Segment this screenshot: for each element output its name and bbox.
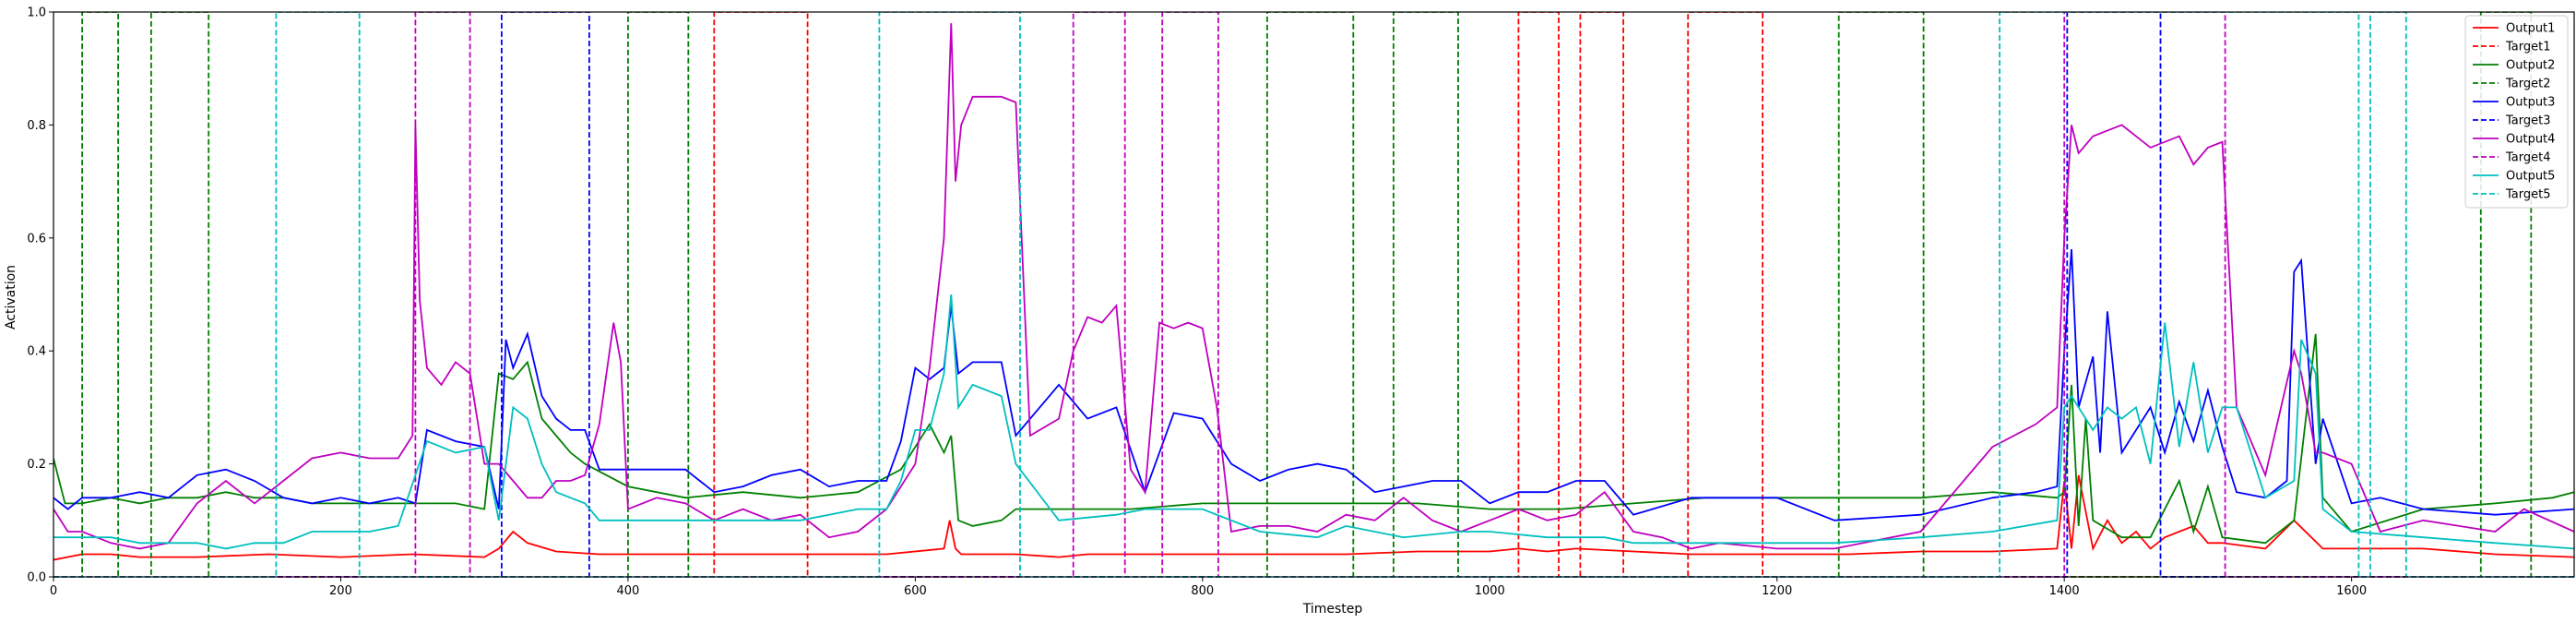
x-tick-label: 0 [50,584,57,598]
x-tick-label: 200 [329,584,352,598]
y-tick-label: 0.4 [27,345,46,359]
legend-label: Target3 [2505,114,2551,128]
legend-label: Output2 [2506,59,2555,73]
legend-label: Output5 [2506,170,2555,184]
y-tick-label: 0.0 [27,571,46,585]
x-tick-label: 1200 [1762,584,1792,598]
legend: Output1 Target1 Output2 Target2 Output3 Targe… [2464,15,2569,209]
y-tick-label: 0.6 [27,232,46,246]
x-tick-label: 800 [1191,584,1214,598]
series-line-output5 [53,294,2575,550]
plot-area [53,11,2575,578]
y-axis-label: Activation [4,265,18,329]
legend-label: Target4 [2505,151,2551,165]
series-line-target1 [53,12,2574,578]
legend-box [2464,15,2569,209]
series-line-target5 [53,12,2574,578]
series-line-target2 [53,12,2574,578]
series-line-target3 [53,12,2574,578]
legend-label: Output1 [2506,22,2555,36]
series-line-output1 [53,474,2575,561]
x-axis-label: Timestep [1302,602,1363,617]
x-tick-label: 600 [904,584,927,598]
legend-label: Target5 [2505,188,2551,202]
legend-label: Output4 [2506,133,2555,147]
series-line-output4 [53,23,2575,550]
y-tick-label: 1.0 [27,6,46,20]
x-tick-label: 1000 [1475,584,1505,598]
x-tick-label: 1400 [2049,584,2080,598]
legend-label: Output3 [2506,96,2555,110]
series-line-output3 [53,248,2575,521]
y-tick-label: 0.2 [27,458,46,472]
y-tick-label: 0.8 [27,119,46,133]
x-tick-label: 1600 [2336,584,2367,598]
series-line-target4 [53,12,2574,578]
x-tick-label: 400 [616,584,639,598]
legend-label: Target1 [2505,41,2551,54]
series-line-output2 [53,333,2575,545]
legend-label: Target2 [2505,78,2551,91]
